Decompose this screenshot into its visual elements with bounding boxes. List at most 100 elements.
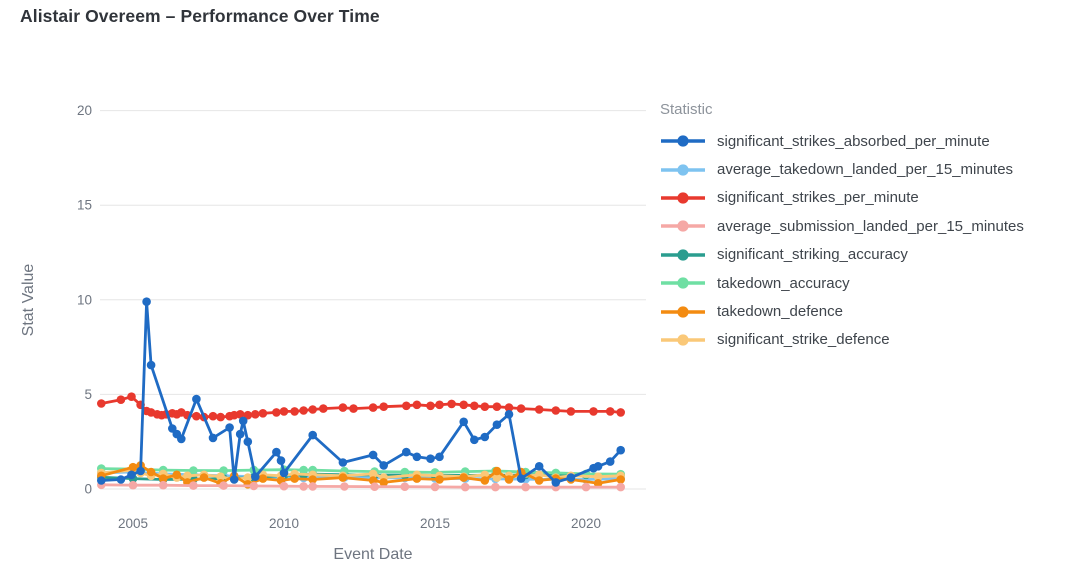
data-point — [430, 482, 440, 492]
legend-item-label: takedown_defence — [717, 303, 843, 321]
data-point — [534, 476, 544, 485]
data-point — [183, 471, 192, 481]
y-axis-title: Stat Value — [20, 263, 37, 337]
data-point — [400, 482, 410, 492]
legend-dot — [677, 277, 689, 289]
data-point — [235, 410, 245, 419]
x-tick-label: 2005 — [118, 516, 148, 531]
data-point — [534, 462, 544, 471]
y-tick-label: 10 — [77, 292, 92, 307]
data-point — [435, 400, 444, 410]
y-tick-label: 0 — [84, 482, 92, 497]
legend-item-significant_strikes_per_minute[interactable]: significant_strikes_per_minute — [660, 184, 1075, 212]
data-point — [338, 458, 348, 467]
legend-swatch-line-icon — [661, 334, 705, 346]
data-point — [459, 417, 469, 427]
legend-item-label: average_takedown_landed_per_15_minutes — [717, 161, 1014, 179]
data-point — [243, 437, 253, 447]
data-point — [97, 476, 106, 485]
legend-item-label: average_submission_landed_per_15_minutes — [717, 217, 1024, 235]
data-point — [459, 473, 469, 482]
data-point — [243, 410, 253, 420]
data-point — [593, 472, 603, 482]
data-point — [208, 433, 218, 443]
legend-item-takedown_accuracy[interactable]: takedown_accuracy — [660, 269, 1075, 297]
data-point — [616, 445, 625, 455]
data-point — [279, 407, 289, 416]
legend-dot — [677, 192, 689, 204]
y-tick-label: 5 — [84, 387, 92, 402]
legend-item-label: significant_striking_accuracy — [717, 246, 908, 264]
legend-item-significant_striking_accuracy[interactable]: significant_striking_accuracy — [660, 241, 1075, 269]
data-point — [370, 482, 379, 492]
data-point — [128, 462, 138, 472]
data-point — [258, 409, 268, 418]
data-point — [319, 404, 328, 413]
data-point — [534, 405, 544, 414]
data-point — [340, 482, 349, 491]
legend: Statistic significant_strikes_absorbed_p… — [660, 101, 1075, 354]
data-point — [412, 474, 422, 483]
data-point — [127, 392, 136, 402]
legend-item-label: takedown_accuracy — [717, 274, 850, 292]
data-point — [308, 475, 318, 484]
data-point — [199, 473, 209, 482]
data-point — [504, 410, 514, 419]
legend-dot — [677, 220, 689, 232]
data-point — [368, 403, 378, 412]
data-point — [581, 482, 591, 492]
x-tick-label: 2020 — [571, 516, 601, 531]
legend-swatch-line-icon — [661, 135, 705, 147]
data-point — [290, 474, 299, 483]
legend-item-average_takedown_landed_per_15_minutes[interactable]: average_takedown_landed_per_15_minutes — [660, 155, 1075, 183]
data-point — [299, 406, 308, 415]
data-point — [480, 402, 490, 412]
legend-item-significant_strike_defence[interactable]: significant_strike_defence — [660, 326, 1075, 354]
legend-item-takedown_defence[interactable]: takedown_defence — [660, 297, 1075, 325]
data-point — [276, 456, 286, 465]
data-point — [412, 400, 422, 410]
legend-item-label: significant_strikes_per_minute — [717, 189, 919, 207]
legend-title: Statistic — [660, 101, 713, 118]
data-point — [279, 481, 289, 491]
data-point — [308, 482, 318, 491]
data-point — [177, 434, 186, 444]
data-point — [142, 297, 151, 307]
data-point — [616, 482, 625, 492]
data-point — [192, 394, 201, 404]
data-point — [146, 467, 156, 477]
data-point — [272, 408, 281, 417]
data-point — [249, 481, 259, 491]
data-point — [243, 473, 253, 482]
data-point — [189, 481, 198, 490]
data-point — [279, 468, 289, 478]
data-point — [491, 482, 500, 492]
data-point — [593, 479, 603, 488]
data-point — [402, 401, 411, 411]
data-point — [172, 470, 182, 480]
data-point — [605, 407, 615, 416]
data-point — [551, 478, 561, 487]
data-point — [251, 472, 260, 482]
x-axis-title: Event Date — [333, 546, 413, 563]
data-point — [216, 472, 225, 482]
data-point — [492, 466, 502, 476]
legend-item-average_submission_landed_per_15_minutes[interactable]: average_submission_landed_per_15_minutes — [660, 212, 1075, 240]
data-point — [116, 475, 126, 484]
data-point — [470, 401, 479, 411]
data-point — [338, 473, 348, 482]
data-point — [225, 423, 234, 432]
legend-item-label: significant_strike_defence — [717, 331, 890, 349]
data-point — [402, 447, 411, 457]
chart-series-significant_strikes_absorbed_per_minute — [97, 297, 625, 487]
data-point — [379, 402, 389, 412]
data-point — [426, 401, 435, 411]
data-point — [216, 412, 225, 422]
data-point — [192, 411, 201, 421]
data-point — [516, 474, 526, 483]
legend-dot — [677, 305, 689, 318]
data-point — [470, 435, 479, 445]
series-line — [99, 483, 623, 489]
legend-item-significant_strikes_absorbed_per_minute[interactable]: significant_strikes_absorbed_per_minute — [660, 127, 1075, 155]
